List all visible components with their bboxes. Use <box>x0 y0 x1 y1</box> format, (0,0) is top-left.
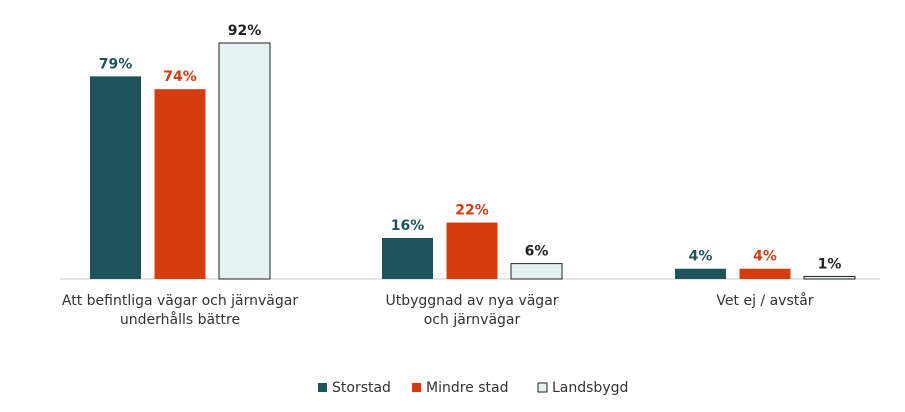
bar-storstad-0 <box>90 76 141 279</box>
legend-label: Storstad <box>332 380 391 396</box>
legend-label: Landsbygd <box>552 380 628 396</box>
value-label: 4% <box>689 249 713 265</box>
legend-swatch-storstad <box>318 383 327 392</box>
category-label: och järnvägar <box>424 312 521 328</box>
value-label: 4% <box>753 249 777 265</box>
bar-landsbygd-0 <box>218 42 271 280</box>
category-label: Att befintliga vägar och järnvägar <box>62 293 298 309</box>
category-label: Utbyggnad av nya vägar <box>385 293 558 309</box>
value-labels-group: 79% 74% 92% 16% 22% 6% 4% 4% 1% <box>99 23 842 272</box>
category-label: underhålls bättre <box>120 311 240 328</box>
bars-group <box>90 42 856 280</box>
value-label: 79% <box>99 56 133 72</box>
category-labels-group: Att befintliga vägar och järnvägar underh… <box>62 292 814 328</box>
value-label: 6% <box>525 244 549 260</box>
category-label: Vet ej / avstår <box>716 292 813 309</box>
value-label: 22% <box>455 203 489 219</box>
bar-mindre-stad-1 <box>446 222 498 279</box>
value-label: 1% <box>818 256 842 272</box>
bar-mindre-stad-2 <box>739 268 791 279</box>
legend-swatch-landsbygd <box>537 382 548 393</box>
bar-storstad-1 <box>382 237 433 279</box>
legend: Storstad Mindre stad Landsbygd <box>318 380 628 396</box>
bar-landsbygd-1 <box>510 263 563 280</box>
bar-landsbygd-2 <box>803 275 856 280</box>
bar-mindre-stad-0 <box>154 89 206 279</box>
value-label: 92% <box>228 23 262 39</box>
value-label: 74% <box>163 69 197 85</box>
legend-label: Mindre stad <box>426 380 509 396</box>
value-label: 16% <box>391 218 425 234</box>
legend-swatch-mindre-stad <box>412 383 421 392</box>
bar-storstad-2 <box>675 268 726 279</box>
